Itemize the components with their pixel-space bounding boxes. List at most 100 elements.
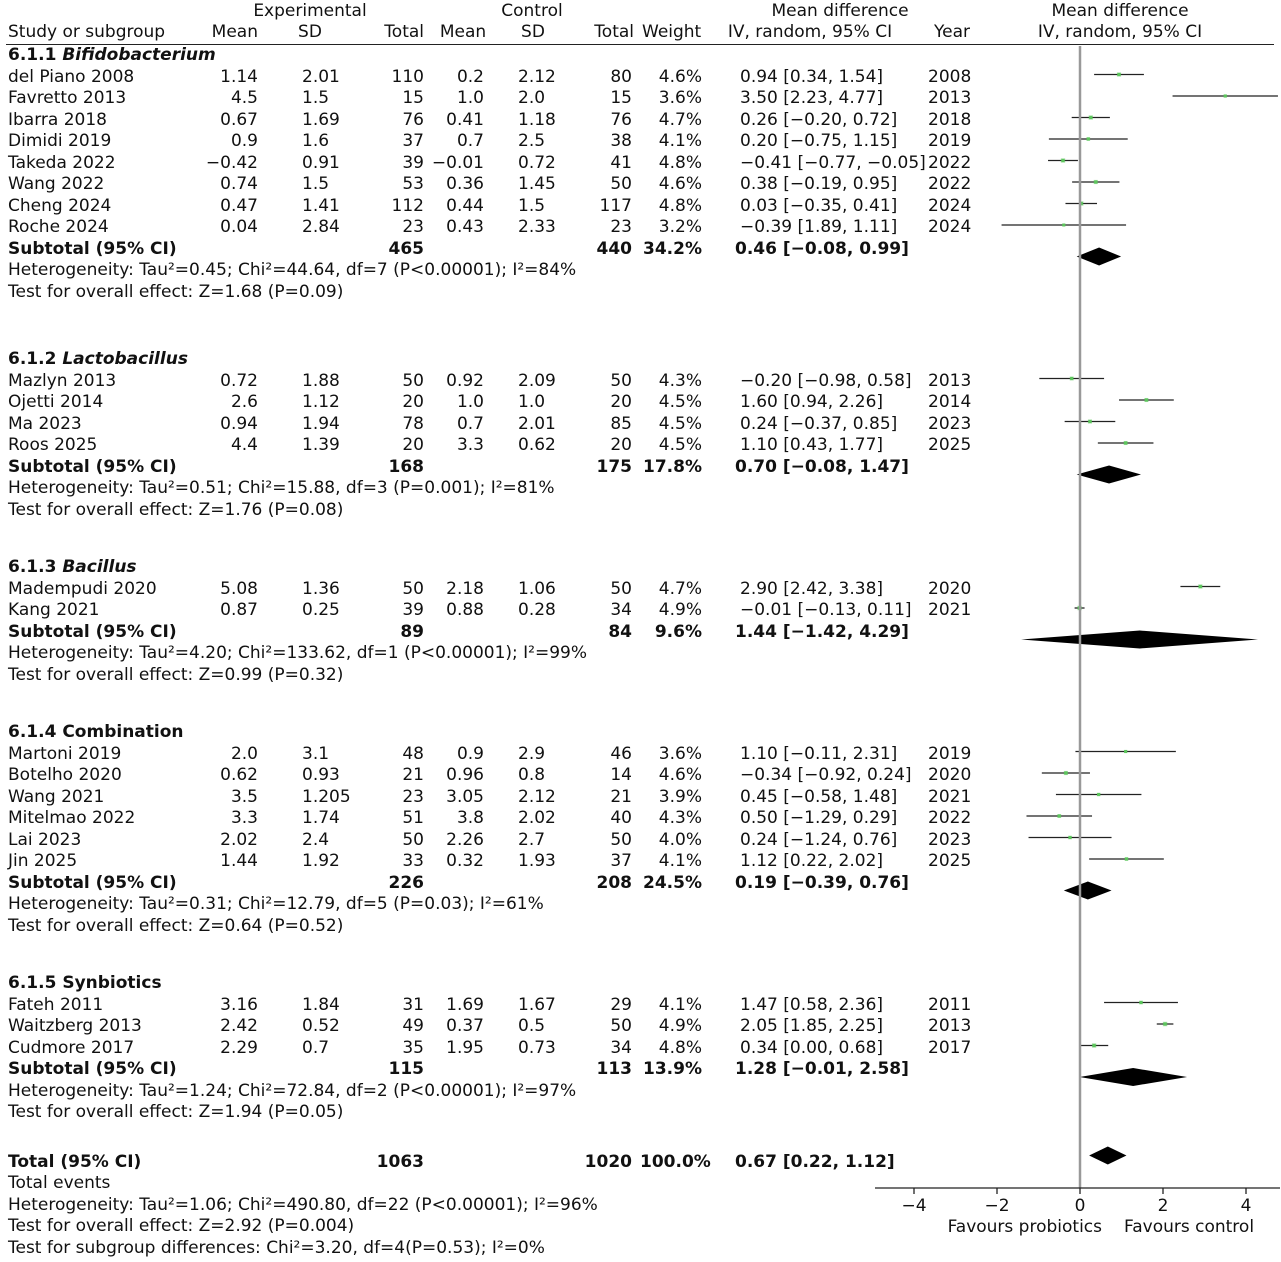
exp-total-cell: 50 xyxy=(402,578,424,599)
exp-total-header: Total xyxy=(384,22,424,42)
exp-sd-cell: 1.205 xyxy=(302,786,351,807)
study-header: Study or subgroup xyxy=(8,22,166,42)
study-name: Lai 2023 xyxy=(8,829,82,850)
md-ci-cell: 0.46 [−0.08, 0.99] xyxy=(735,238,909,259)
overall-effect-text: Test for overall effect: Z=0.99 (P=0.32) xyxy=(8,664,344,685)
exp-sd-cell: 3.1 xyxy=(302,743,330,764)
point-estimate xyxy=(1086,137,1090,141)
md-ci-cell: −0.20 [−0.98, 0.58] xyxy=(740,370,912,391)
md-subheader-left: IV, random, 95% CI xyxy=(727,22,893,42)
ctrl-mean-header: Mean xyxy=(439,22,487,42)
md-subheader-right: IV, random, 95% CI xyxy=(1037,22,1203,42)
ctrl-sd-cell: 2.09 xyxy=(518,370,556,391)
experimental-header: Experimental xyxy=(253,1,367,21)
x-tick-label: 4 xyxy=(1240,1196,1252,1216)
exp-mean-cell: 3.5 xyxy=(230,786,258,807)
ctrl-mean-cell: 1.69 xyxy=(446,994,484,1015)
ctrl-mean-cell: 0.88 xyxy=(446,600,484,620)
ctrl-total-cell: 40 xyxy=(610,808,632,828)
ctrl-total-cell: 76 xyxy=(610,109,632,130)
exp-mean-cell: 2.0 xyxy=(230,743,258,764)
exp-total-cell: 23 xyxy=(402,786,424,807)
subtotal-diamond xyxy=(1021,630,1259,649)
point-estimate xyxy=(1070,377,1074,380)
weight-cell: 4.6% xyxy=(658,765,702,785)
exp-sd-cell: 2.01 xyxy=(302,66,340,87)
exp-mean-cell: 0.94 xyxy=(220,413,258,434)
subgroup-number: 6.1.3 xyxy=(8,557,63,577)
ctrl-mean-cell: 2.18 xyxy=(446,578,484,599)
md-header-right: Mean difference xyxy=(1051,1,1189,21)
exp-mean-cell: 0.47 xyxy=(220,195,258,216)
md-ci-cell: 0.38 [−0.19, 0.95] xyxy=(740,174,898,194)
year-header: Year xyxy=(934,22,970,42)
subtotal-label: Subtotal (95% CI) xyxy=(8,1059,177,1079)
ctrl-sd-cell: 2.33 xyxy=(518,217,556,237)
exp-mean-cell: 3.16 xyxy=(220,994,258,1015)
ctrl-mean-cell: 0.41 xyxy=(446,109,484,130)
ctrl-total-cell: 113 xyxy=(596,1059,633,1079)
study-name: Madempudi 2020 xyxy=(8,578,157,599)
exp-sd-cell: 2.4 xyxy=(302,829,330,850)
exp-sd-cell: 0.93 xyxy=(302,765,340,785)
year-cell: 2022 xyxy=(928,152,972,173)
ctrl-total-cell: 440 xyxy=(596,238,633,259)
exp-total-cell: 15 xyxy=(402,88,424,108)
study-name: Jin 2025 xyxy=(8,851,78,871)
exp-total-cell: 76 xyxy=(402,109,424,130)
weight-cell: 4.7% xyxy=(658,578,702,599)
year-cell: 2013 xyxy=(928,1016,972,1036)
exp-sd-cell: 1.92 xyxy=(302,851,340,871)
ctrl-sd-cell: 2.9 xyxy=(518,743,546,764)
exp-sd-cell: 1.84 xyxy=(302,994,340,1015)
exp-sd-cell: 1.6 xyxy=(302,131,330,151)
ctrl-total-cell: 117 xyxy=(599,195,632,216)
total-label: Total (95% CI) xyxy=(8,1151,142,1172)
md-ci-cell: −0.34 [−0.92, 0.24] xyxy=(740,765,912,785)
study-name: Botelho 2020 xyxy=(8,765,122,785)
exp-sd-cell: 1.12 xyxy=(302,392,340,412)
md-ci-cell: 2.05 [1.85, 2.25] xyxy=(740,1016,884,1036)
year-cell: 2017 xyxy=(928,1037,972,1058)
year-cell: 2013 xyxy=(928,88,972,108)
point-estimate xyxy=(1092,1044,1096,1047)
weight-cell: 4.3% xyxy=(658,808,702,828)
year-cell: 2022 xyxy=(928,808,972,828)
weight-cell: 4.7% xyxy=(658,109,702,130)
subtotal-diamond xyxy=(1079,1068,1188,1086)
weight-cell: 4.8% xyxy=(658,1037,702,1058)
weight-cell: 3.2% xyxy=(658,217,702,237)
year-cell: 2019 xyxy=(928,743,972,764)
ctrl-sd-cell: 0.62 xyxy=(518,435,556,455)
exp-mean-cell: 5.08 xyxy=(220,578,258,599)
exp-total-cell: 39 xyxy=(402,152,424,173)
exp-mean-cell: 0.74 xyxy=(220,174,258,194)
header-rule xyxy=(6,44,1274,45)
exp-total-cell: 78 xyxy=(402,413,424,434)
total-diamond xyxy=(1089,1146,1127,1165)
year-cell: 2021 xyxy=(928,600,972,620)
ctrl-total-cell: 20 xyxy=(610,435,632,455)
ctrl-sd-cell: 0.8 xyxy=(518,765,546,785)
md-ci-cell: 1.10 [−0.11, 2.31] xyxy=(740,743,898,764)
exp-mean-cell: 0.87 xyxy=(220,600,258,620)
point-estimate xyxy=(1068,836,1072,839)
ctrl-mean-cell: 0.36 xyxy=(446,174,484,194)
year-cell: 2014 xyxy=(928,392,972,412)
md-ci-cell: 1.44 [−1.42, 4.29] xyxy=(735,621,909,642)
md-ci-cell: 0.26 [−0.20, 0.72] xyxy=(740,109,898,130)
study-name: Ojetti 2014 xyxy=(8,392,104,412)
exp-total-cell: 53 xyxy=(402,174,424,194)
ctrl-mean-cell: 3.8 xyxy=(456,808,484,828)
point-estimate xyxy=(1062,223,1066,227)
exp-total-cell: 23 xyxy=(402,217,424,237)
weight-cell: 4.9% xyxy=(658,1016,702,1036)
subtotal-diamond xyxy=(1076,247,1122,266)
subgroup-name: Bifidobacterium xyxy=(62,45,216,65)
exp-mean-cell: 1.14 xyxy=(220,66,258,87)
weight-cell: 4.5% xyxy=(658,392,702,412)
weight-cell: 9.6% xyxy=(654,621,702,642)
ctrl-sd-cell: 2.02 xyxy=(518,808,556,828)
ctrl-total-cell: 15 xyxy=(610,88,632,108)
